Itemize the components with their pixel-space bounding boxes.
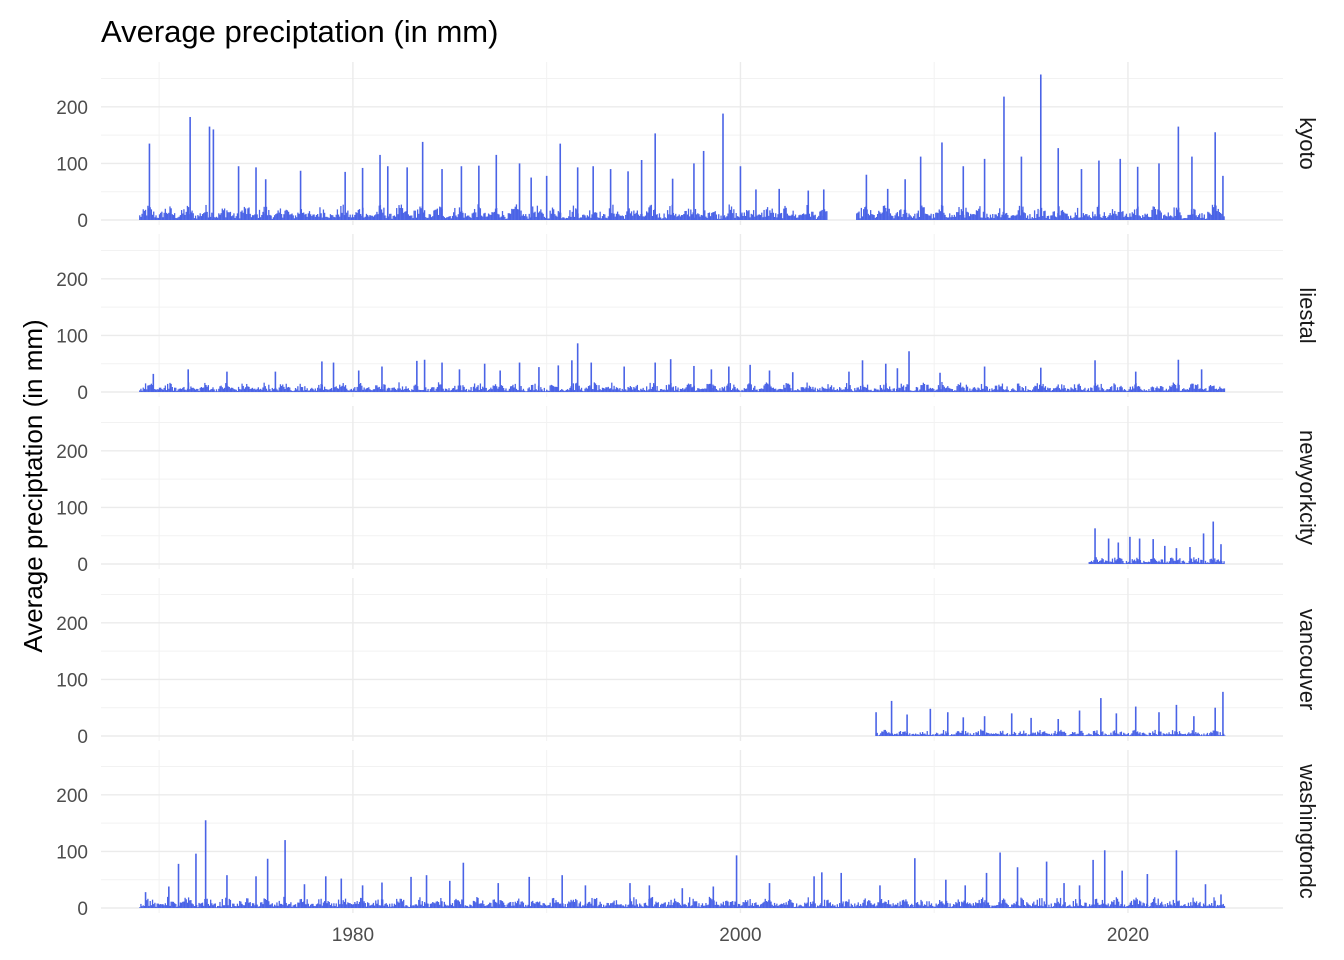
facet-strip-label: washingtondc bbox=[1295, 763, 1320, 899]
facet-strip-label: kyoto bbox=[1295, 117, 1320, 170]
panel-liestal: 0 100 200 liestal bbox=[56, 234, 1320, 404]
series-bars bbox=[139, 343, 1226, 392]
y-tick-label: 0 bbox=[77, 211, 88, 232]
y-tick-label: 0 bbox=[77, 383, 88, 404]
chart-title: Average preciptation (in mm) bbox=[101, 14, 498, 49]
facet-strip-label: liestal bbox=[1295, 287, 1320, 343]
y-axis-label: Average preciptation (in mm) bbox=[18, 319, 48, 652]
y-tick-label: 100 bbox=[56, 154, 88, 175]
series-bars bbox=[1088, 521, 1225, 564]
panel-newyorkcity: 0 100 200 newyorkcity bbox=[56, 406, 1320, 576]
panel-kyoto: 0 100 200 kyoto bbox=[56, 62, 1320, 232]
y-tick-label: 100 bbox=[56, 842, 88, 863]
y-tick-label: 100 bbox=[56, 498, 88, 519]
y-tick-label: 0 bbox=[77, 727, 88, 748]
facet-panels: 0 100 200 kyoto 0 100 200 liestal 0 100 200 newyork… bbox=[56, 62, 1320, 946]
series-bars bbox=[875, 691, 1226, 736]
x-axis: 1980 2000 2020 bbox=[332, 925, 1149, 946]
y-tick-label: 100 bbox=[56, 670, 88, 691]
facet-strip-label: vancouver bbox=[1295, 609, 1320, 711]
y-tick-label: 0 bbox=[77, 555, 88, 576]
y-tick-label: 200 bbox=[56, 786, 88, 807]
y-tick-label: 200 bbox=[56, 614, 88, 635]
x-tick-label: 1980 bbox=[332, 925, 374, 946]
y-tick-label: 100 bbox=[56, 326, 88, 347]
facet-strip-label: newyorkcity bbox=[1295, 430, 1320, 545]
x-tick-label: 2000 bbox=[719, 925, 761, 946]
y-tick-label: 200 bbox=[56, 98, 88, 119]
panel-washingtondc: 0 100 200 washingtondc bbox=[56, 750, 1320, 920]
series-bars bbox=[139, 820, 1226, 908]
y-tick-label: 200 bbox=[56, 442, 88, 463]
y-tick-label: 0 bbox=[77, 899, 88, 920]
x-tick-label: 2020 bbox=[1107, 925, 1149, 946]
y-tick-label: 200 bbox=[56, 270, 88, 291]
series-bars bbox=[139, 74, 1225, 220]
panel-vancouver: 0 100 200 vancouver bbox=[56, 578, 1320, 748]
